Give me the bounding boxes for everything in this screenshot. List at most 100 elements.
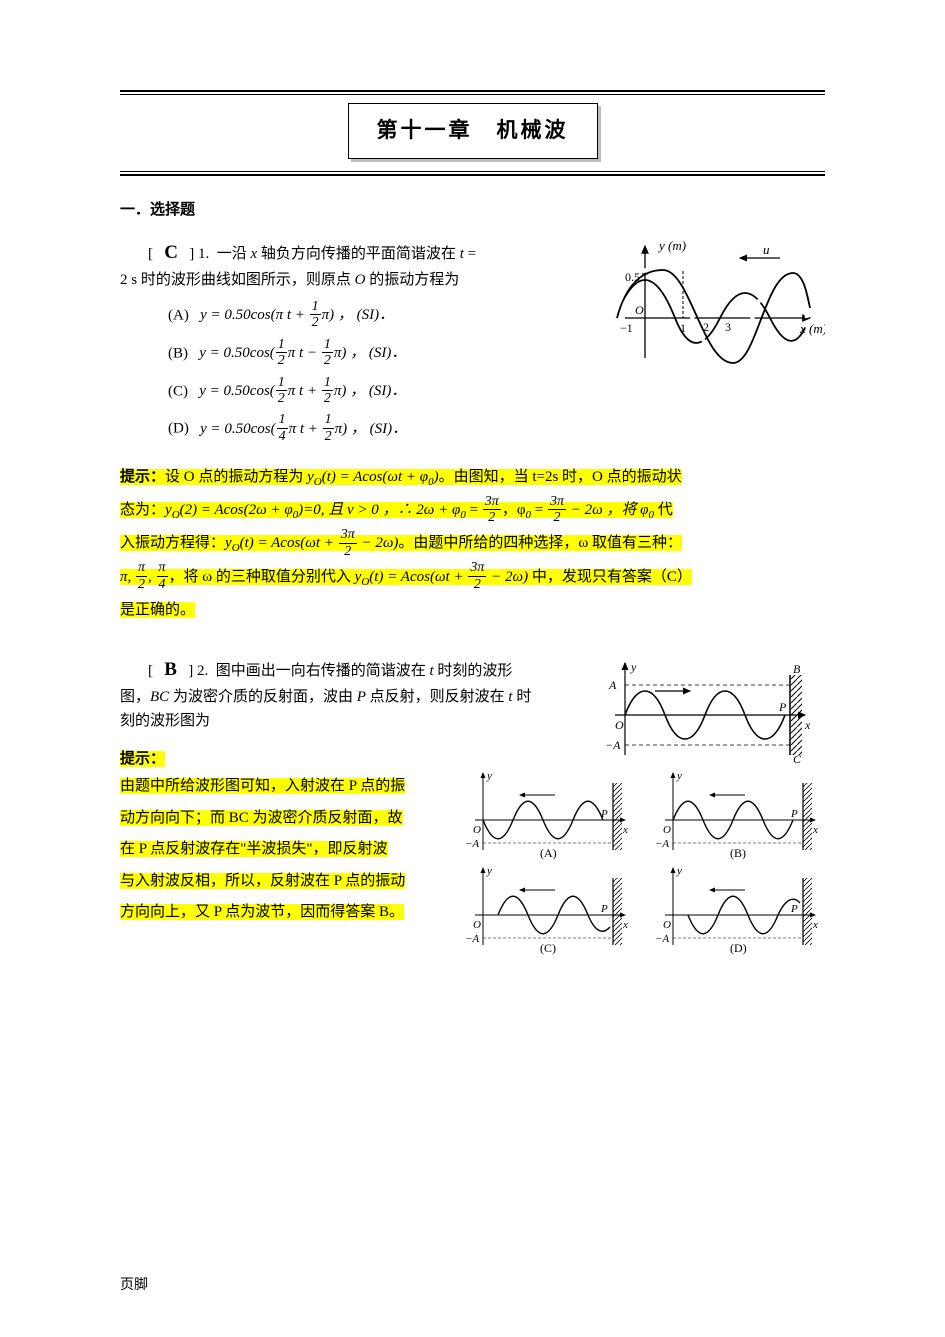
h1-f5n: 3π: [339, 527, 357, 543]
h1-l2a: 态为：: [120, 502, 165, 518]
top-rule-thin: [120, 94, 825, 95]
fig1-xtick-1: 1: [680, 321, 686, 335]
h1-l5: 是正确的。: [120, 602, 195, 618]
opt-a-label: (A): [168, 307, 189, 323]
q2fig-y: y: [630, 660, 637, 674]
fig1-y-label: y (m): [657, 238, 686, 253]
q2b-x: x: [812, 824, 818, 836]
q2d-ma: −A: [655, 933, 669, 945]
q2fig-b: B: [793, 662, 801, 676]
h1-f3d: 2: [483, 510, 501, 525]
h1-f8n: 3π: [468, 560, 486, 576]
q2b-p: P: [790, 808, 798, 820]
fig1-x-label: x (m): [799, 321, 825, 336]
h1-eq3b: (t) = Acos(ωt +: [240, 535, 338, 551]
q2-num: 2.: [197, 663, 208, 679]
opt-c-eqc: π) ， (SI)．: [334, 383, 407, 399]
question-1: y (m) x (m) 0.5 −1 1 2 3 O u [ C ] 1. 一沿…: [120, 238, 825, 446]
q2c-p: P: [600, 903, 608, 915]
q2d-p: P: [790, 903, 798, 915]
q1-stem-3: =: [464, 246, 476, 262]
q1-num: 1.: [198, 246, 209, 262]
hint1-label: 提示：: [120, 469, 165, 485]
q2b-o: O: [663, 824, 671, 836]
h2-label: 提示：: [120, 751, 165, 767]
q2c-y: y: [486, 865, 492, 877]
q2fig-ma: −A: [605, 738, 621, 752]
q2b-ma: −A: [655, 838, 669, 850]
h1-f7d: 4: [157, 577, 168, 592]
h1-l2g: 代: [654, 502, 673, 518]
opt-b-f1n: 1: [276, 337, 287, 353]
chapter-title: 第十一章 机械波: [348, 103, 598, 159]
opt-b-f2d: 2: [322, 353, 333, 368]
q1-stem-l2b: 的振动方程为: [365, 272, 459, 288]
q2-ans-b-label: (B): [730, 846, 746, 860]
opt-d-f2n: 1: [323, 412, 334, 428]
hint-2: 由题中所给波形图可知，入射波在 P 点的振 动方向向下；而 BC 为波密介质反射…: [120, 771, 440, 929]
q2a-p: P: [600, 808, 608, 820]
h1-f8d: 2: [468, 577, 486, 592]
q2a-x: x: [622, 824, 628, 836]
opt-b-eqa: y = 0.50cos(: [199, 345, 275, 361]
opt-d-eqc: π) ， (SI)．: [335, 421, 408, 437]
q2-s1: 图中画出一向右传播的简谐波在: [216, 663, 430, 679]
q1-stem-1: 一沿: [217, 246, 251, 262]
h2-l2: 动方向向下；而 BC 为波密介质反射面，故: [120, 810, 403, 826]
fig1-origin: O: [635, 303, 644, 317]
q2d-y: y: [676, 865, 682, 877]
fig1-xtick-n1: −1: [620, 321, 633, 335]
h1-f7n: π: [157, 560, 168, 576]
q2-ans-c-label: (C): [540, 941, 556, 955]
q2-s3c: 点反射，则反射波在: [366, 689, 509, 705]
q2d-o: O: [663, 919, 671, 931]
q2-s3a: 图，: [120, 689, 150, 705]
h1-l3b: 。由题中所给的四种选择，ω 取值有三种：: [398, 535, 682, 551]
q2-answer: B: [164, 659, 177, 680]
h2-l3: 在 P 点反射波存在"半波损失"，即反射波: [120, 841, 388, 857]
opt-d-f1n: 1: [277, 412, 288, 428]
page-footer: 页脚: [120, 1275, 148, 1297]
h1-l4b: ,: [148, 569, 156, 585]
q2fig-o: O: [615, 718, 624, 732]
q1-bracket-l: [: [148, 246, 153, 262]
q2fig-p: P: [778, 700, 787, 714]
q2-ans-a-label: (A): [540, 846, 557, 860]
h1-eq3c: − 2ω): [358, 535, 399, 551]
h2-l4: 与入射波反相，所以，反射波在 P 点的振动: [120, 873, 405, 889]
q2a-y: y: [486, 770, 492, 782]
q2-figure-main: y x O A −A B C P: [605, 655, 825, 773]
h1-f3n: 3π: [483, 494, 501, 510]
h1-eq4b: (t) = Acos(ωt +: [369, 569, 467, 585]
q2-s2: 时刻的波形: [434, 663, 513, 679]
bottom-rule-thin: [120, 171, 825, 172]
opt-c-f2n: 1: [322, 375, 333, 391]
h1-eq2b: (2) = Acos(2ω + φ: [180, 502, 293, 518]
h1-l1b: 。由图知，当 t=2s 时，O 点的振动状: [439, 469, 682, 485]
q1-figure: y (m) x (m) 0.5 −1 1 2 3 O u: [595, 238, 825, 376]
opt-d-f1d: 4: [277, 429, 288, 444]
opt-d-eqa: y = 0.50cos(: [200, 421, 276, 437]
opt-a-tail: π) ， (SI)．: [322, 307, 395, 323]
q2fig-c: C: [793, 752, 802, 765]
bottom-rule-thick: [120, 174, 825, 176]
hint-1: 提示：设 O 点的振动方程为 yO(t) = Acos(ωt + φ0)。由图知…: [120, 461, 825, 627]
q2fig-a: A: [608, 678, 617, 692]
q1-bracket-r: ]: [189, 246, 194, 262]
opt-b-eqb: π t −: [288, 345, 321, 361]
opt-c-label: (C): [168, 383, 188, 399]
q2-sbc: BC: [150, 689, 169, 705]
opt-d-f2d: 2: [323, 429, 334, 444]
section-heading: 一．选择题: [120, 198, 825, 222]
q2c-o: O: [473, 919, 481, 931]
h1-eq3sa: O: [232, 542, 240, 554]
h1-eq1: y: [307, 469, 314, 485]
q2-answer-figures: y x O −A P (A) y x: [465, 765, 835, 963]
q1-stem-l2a: 2 s 时的波形曲线如图所示，则原点: [120, 272, 355, 288]
opt-d-eqb: π t +: [289, 421, 322, 437]
h1-eq3a: y: [225, 535, 232, 551]
h1-l2b: 且 v > 0 ，∴ 2ω + φ: [325, 502, 461, 518]
h1-l2c: =: [466, 502, 482, 518]
h1-l3a: 入振动方程得：: [120, 535, 225, 551]
q2b-y: y: [676, 770, 682, 782]
